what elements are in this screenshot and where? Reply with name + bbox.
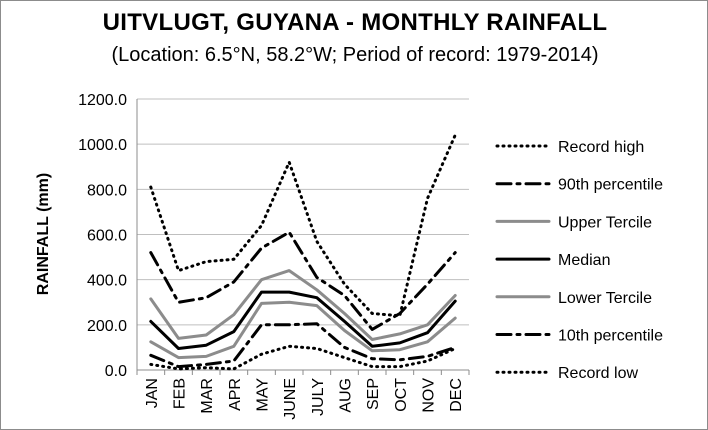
- y-tick-label: 1000.0: [78, 137, 127, 154]
- y-tick-label: 800.0: [87, 182, 127, 199]
- series-line-10th-percentile: [149, 322, 457, 369]
- legend-label: Median: [558, 252, 610, 269]
- x-tick-label: APR: [227, 378, 244, 411]
- x-tick-label: JAN: [144, 378, 161, 408]
- legend-label: 90th percentile: [558, 177, 663, 194]
- y-tick-label: 200.0: [87, 318, 127, 335]
- legend-label: Record high: [558, 139, 644, 156]
- axes: 0.0 200.0 400.0 600.0 800.0 1000.0 1200.0 JAN FE…: [78, 92, 470, 420]
- x-tick-label: OCT: [393, 378, 410, 412]
- series-line-90th-percentile: [149, 230, 457, 331]
- x-tick-label: DEC: [448, 378, 465, 412]
- x-tick-label: AUG: [338, 378, 355, 413]
- legend-label: Lower Tercile: [558, 290, 652, 307]
- chart-title: UITVLUGT, GUYANA - MONTHLY RAINFALL: [102, 9, 608, 36]
- x-tick-label: JUNE: [282, 378, 299, 420]
- y-tick-label: 0.0: [105, 363, 127, 380]
- x-tick-label: SEP: [365, 378, 382, 410]
- legend-label: Upper Tercile: [558, 214, 652, 231]
- legend-label: Record low: [558, 365, 638, 382]
- series-line-lower-tercile: [149, 300, 457, 360]
- x-tick-label: JULY: [310, 378, 327, 416]
- y-tick-label: 1200.0: [78, 92, 127, 109]
- y-tick-label: 600.0: [87, 228, 127, 245]
- y-axis-label: RAINFALL (mm): [35, 173, 52, 295]
- x-tick-label: MAR: [199, 378, 216, 414]
- x-tick-label: MAY: [255, 378, 272, 412]
- legend: Record high 90th percentile Upper Tercile M…: [495, 139, 663, 382]
- series-line-record-high: [149, 133, 457, 318]
- series-line-upper-tercile: [149, 269, 457, 341]
- series-line-median: [149, 290, 457, 350]
- x-tick-label: NOV: [421, 378, 438, 413]
- x-tick-label: FEB: [172, 378, 189, 409]
- legend-label: 10th percentile: [558, 328, 663, 345]
- y-tick-label: 400.0: [87, 273, 127, 290]
- series-lines: [149, 133, 457, 371]
- series-line-record-low: [149, 344, 457, 371]
- chart-subtitle: (Location: 6.5°N, 58.2°W; Period of reco…: [111, 44, 599, 66]
